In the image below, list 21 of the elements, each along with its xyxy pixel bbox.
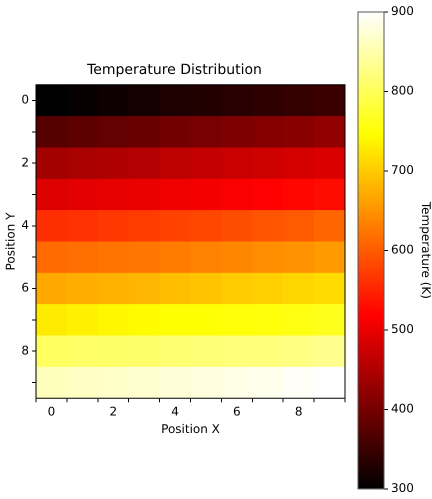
y-axis-title: Position Y xyxy=(3,212,18,270)
color-bar-title: Temperature (K) xyxy=(418,200,432,299)
chart-title: Temperature Distribution xyxy=(86,62,262,78)
y-tick-label: 2 xyxy=(21,155,30,170)
x-tick-label: 4 xyxy=(171,404,179,419)
color-bar-label: 500 xyxy=(391,322,414,336)
y-tick-label: 8 xyxy=(21,343,30,358)
color-bar-label: 700 xyxy=(391,163,414,178)
x-tick-label: 2 xyxy=(109,404,118,419)
x-tick-label: 8 xyxy=(294,404,302,419)
color-bar-label: 400 xyxy=(391,401,414,416)
y-tick-label: 4 xyxy=(21,218,30,232)
x-tick-label: 6 xyxy=(233,404,241,419)
color-bar-label: 800 xyxy=(391,84,414,98)
color-bar-label: 600 xyxy=(391,242,414,257)
color-bar-label: 900 xyxy=(391,4,414,18)
x-tick-label: 0 xyxy=(48,404,56,419)
x-axis-title: Position X xyxy=(161,422,220,436)
y-tick-label: 0 xyxy=(21,92,30,107)
color-bar-label: 300 xyxy=(391,480,414,495)
y-tick-label: 6 xyxy=(21,280,30,295)
